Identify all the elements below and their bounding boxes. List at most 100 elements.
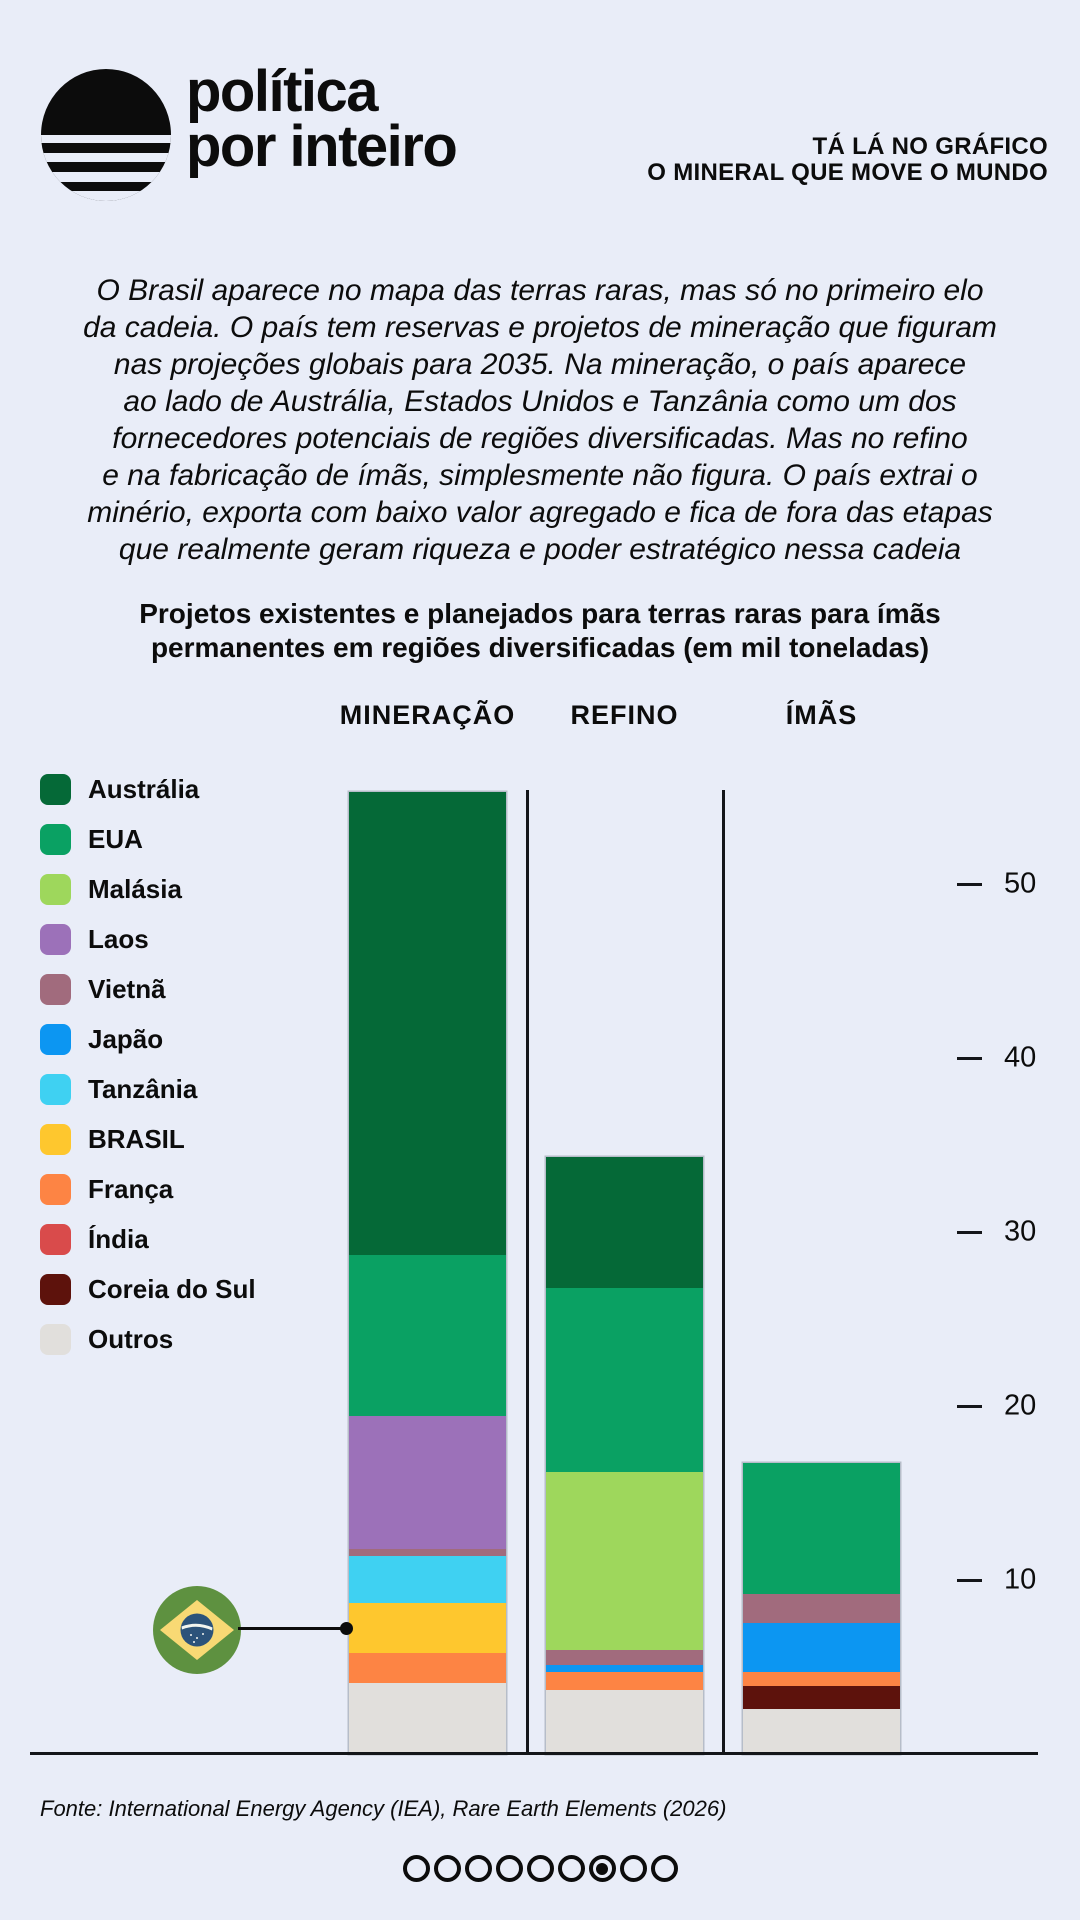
legend-swatch-icon	[40, 823, 71, 855]
brazil-flag-icon	[153, 1586, 241, 1674]
legend-swatch-icon	[40, 1073, 71, 1105]
chart-title-line2: permanentes em regiões diversificadas (e…	[150, 632, 930, 663]
brand-line1: política	[186, 59, 379, 124]
segment-coreia-do-sul	[743, 1686, 900, 1709]
segment-japão	[546, 1665, 703, 1673]
segment-frança	[743, 1672, 900, 1687]
brand-line2: por inteiro	[186, 114, 458, 179]
segment-vietnã	[546, 1649, 703, 1666]
edition-kicker: TÁ LÁ NO GRÁFICO O MINERAL QUE MOVE O MU…	[647, 134, 1048, 186]
intro-line: ao lado de Austrália, Estados Unidos e T…	[123, 385, 957, 418]
pagination-dots	[0, 1855, 1080, 1882]
legend-item: Japão	[40, 1014, 256, 1064]
intro-line: fornecedores potenciais de regiões diver…	[112, 422, 968, 455]
legend-item: Vietnã	[40, 964, 256, 1014]
segment-tanzânia	[349, 1555, 506, 1603]
legend-item: Malásia	[40, 864, 256, 914]
legend-label: Austrália	[88, 773, 200, 804]
segment-eua	[743, 1463, 900, 1594]
legend-label: Malásia	[88, 873, 182, 904]
intro-line: minério, exporta com baixo valor agregad…	[87, 496, 993, 529]
brand-wordmark: política por inteiro	[186, 59, 458, 179]
pagination-dot[interactable]	[433, 1855, 461, 1882]
pagination-dot[interactable]	[557, 1855, 585, 1882]
y-tick-label: 10	[1004, 1563, 1037, 1596]
segment-brasil	[349, 1602, 506, 1654]
column-separator-line	[526, 790, 529, 1754]
column-header-3: ÍMÃS	[785, 700, 858, 730]
legend-swatch-icon	[40, 923, 71, 955]
legend-label: Índia	[88, 1223, 149, 1254]
segment-outros	[349, 1682, 506, 1754]
source-note: Fonte: International Energy Agency (IEA)…	[40, 1796, 727, 1821]
pagination-dot[interactable]	[495, 1855, 523, 1882]
segment-austrália	[349, 791, 506, 1255]
y-tick-dash	[957, 1230, 982, 1234]
legend-item: BRASIL	[40, 1114, 256, 1164]
segment-malásia	[546, 1472, 703, 1650]
bar-mineração	[349, 791, 506, 1754]
pagination-dot-active[interactable]	[588, 1855, 616, 1882]
segment-frança	[546, 1672, 703, 1690]
legend-swatch-icon	[40, 1323, 71, 1355]
segment-eua	[546, 1287, 703, 1473]
politica-por-inteiro-logo-icon	[41, 69, 171, 201]
column-header-2: REFINO	[570, 700, 679, 730]
legend-swatch-icon	[40, 1273, 71, 1305]
legend-item: Outros	[40, 1314, 256, 1364]
pagination-dot[interactable]	[619, 1855, 647, 1882]
legend-label: BRASIL	[88, 1123, 185, 1154]
intro-line: da cadeia. O país tem reservas e projeto…	[83, 311, 997, 344]
legend-swatch-icon	[40, 973, 71, 1005]
legend-swatch-icon	[40, 1223, 71, 1255]
bar-ímãs	[743, 1463, 900, 1754]
pagination-dot[interactable]	[526, 1855, 554, 1882]
segment-austrália	[546, 1157, 703, 1288]
y-tick-label: 50	[1004, 867, 1037, 900]
legend-item: Tanzânia	[40, 1064, 256, 1114]
legend-item: Índia	[40, 1214, 256, 1264]
legend-label: EUA	[88, 823, 143, 854]
chart-legend: Austrália EUA Malásia Laos Vietnã Japão Tanzân…	[40, 764, 256, 1364]
bar-refino	[546, 1157, 703, 1754]
chart-title-line1: Projetos existentes e planejados para te…	[139, 598, 941, 629]
legend-item: França	[40, 1164, 256, 1214]
legend-swatch-icon	[40, 773, 71, 805]
legend-item: Austrália	[40, 764, 256, 814]
legend-label: Coreia do Sul	[88, 1273, 256, 1304]
intro-line: nas projeções globais para 2035. Na mine…	[113, 348, 967, 381]
legend-label: França	[88, 1173, 174, 1204]
annotation-connector-dot	[340, 1622, 353, 1635]
kicker-line1: TÁ LÁ NO GRÁFICO	[812, 133, 1048, 160]
legend-item: Laos	[40, 914, 256, 964]
legend-label: Outros	[88, 1323, 174, 1354]
intro-line: O Brasil aparece no mapa das terras rara…	[96, 274, 984, 307]
legend-swatch-icon	[40, 1123, 71, 1155]
intro-paragraph: O Brasil aparece no mapa das terras rara…	[0, 272, 1080, 568]
segment-outros	[743, 1708, 900, 1754]
segment-laos	[349, 1416, 506, 1549]
legend-label: Laos	[88, 923, 149, 954]
x-axis-line	[30, 1752, 1038, 1755]
segment-vietnã	[743, 1593, 900, 1624]
pagination-dot[interactable]	[464, 1855, 492, 1882]
intro-line: que realmente geram riqueza e poder estr…	[118, 533, 962, 566]
legend-item: EUA	[40, 814, 256, 864]
segment-eua	[349, 1254, 506, 1417]
y-tick-dash	[957, 1056, 982, 1060]
kicker-line2: O MINERAL QUE MOVE O MUNDO	[647, 159, 1048, 186]
y-tick-dash	[957, 1404, 982, 1408]
y-tick-label: 20	[1004, 1389, 1037, 1422]
legend-label: Japão	[88, 1023, 164, 1054]
intro-line: e na fabricação de ímãs, simplesmente nã…	[102, 459, 978, 492]
legend-swatch-icon	[40, 1173, 71, 1205]
segment-japão	[743, 1623, 900, 1673]
y-tick-dash	[957, 1578, 982, 1582]
legend-swatch-icon	[40, 873, 71, 905]
pagination-dot[interactable]	[402, 1855, 430, 1882]
pagination-dot[interactable]	[650, 1855, 678, 1882]
legend-swatch-icon	[40, 1023, 71, 1055]
y-tick-label: 30	[1004, 1215, 1037, 1248]
